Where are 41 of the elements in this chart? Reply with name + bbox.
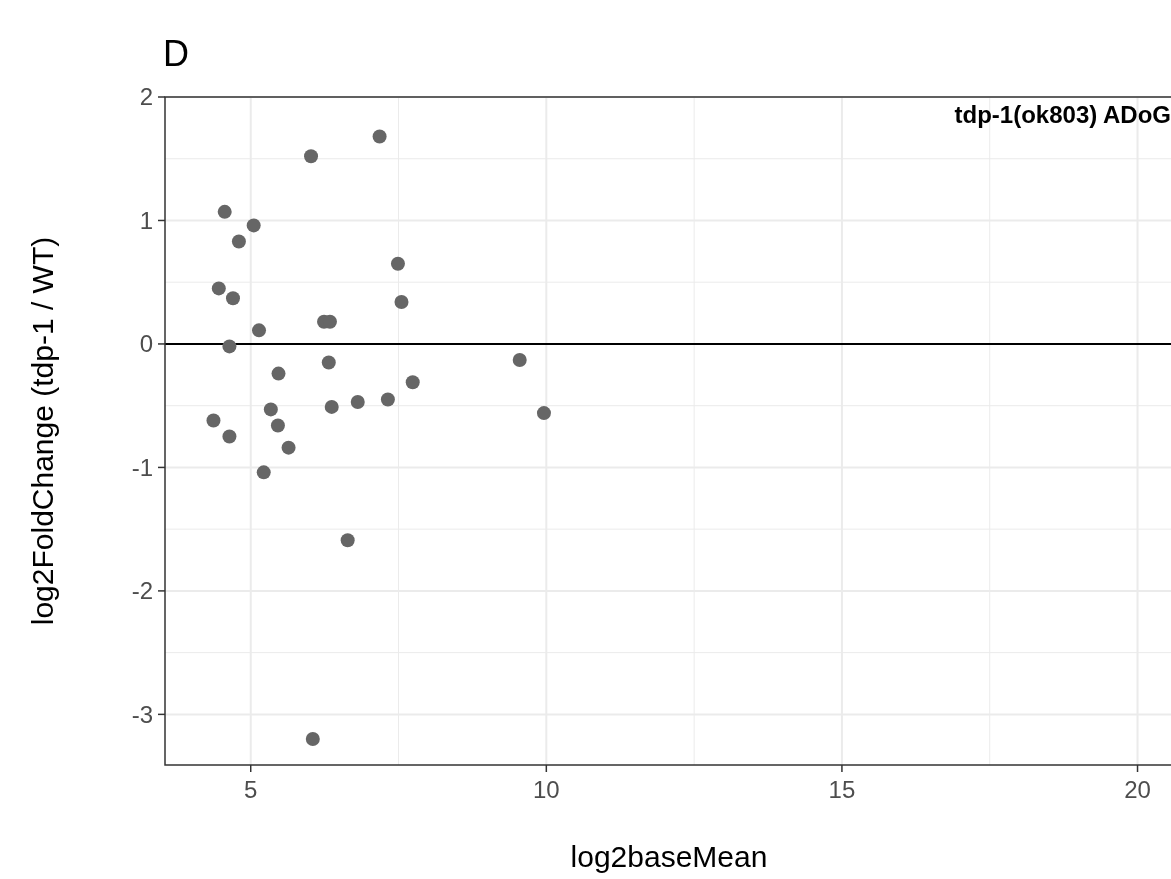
point [350,394,365,409]
point [394,294,409,309]
point [324,399,339,414]
x-axis-title: log2baseMean [570,840,768,873]
point [305,732,320,747]
y-tick-label: 0 [139,330,153,358]
y-tick-label: 2 [139,83,153,111]
chart-title: D [163,33,189,74]
point [536,406,551,421]
point [217,204,232,219]
y-tick-label: 1 [139,206,153,234]
point [252,323,266,338]
point [263,402,278,417]
point [222,339,237,354]
point [281,440,296,455]
annotation: tdp-1(ok803) ADoG [954,101,1171,128]
point [372,129,387,144]
point [206,413,221,428]
point [271,366,286,381]
point [246,218,261,233]
point [225,291,240,306]
point [211,281,226,296]
x-tick-label: 20 [1124,776,1151,803]
y-tick-label: -1 [131,453,153,481]
y-tick-label: -3 [131,700,153,728]
point [340,533,355,548]
x-tick-label: 5 [244,776,258,803]
point [222,429,237,444]
point [304,149,319,164]
x-tick-label: 15 [828,776,856,803]
x-tick-label: 10 [532,776,560,803]
point [390,256,405,271]
y-axis-title: log2FoldChange (tdp-1 / WT) [26,236,59,626]
y-tick-label: -2 [131,577,153,605]
point [512,353,527,367]
point [380,392,395,407]
point [405,375,420,390]
point [270,418,285,433]
point [256,465,271,480]
point [321,355,336,370]
point [231,234,246,249]
